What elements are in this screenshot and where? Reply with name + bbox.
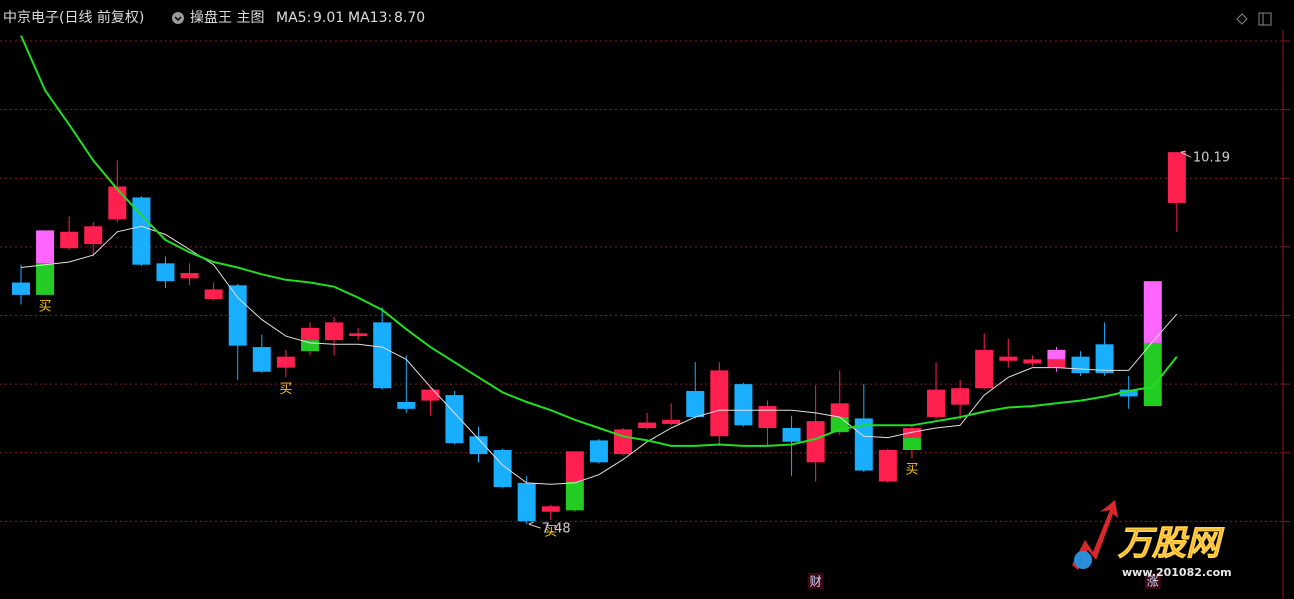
candle-body — [469, 436, 488, 455]
watermark-title: 万股网 — [1117, 524, 1225, 564]
candle-body — [421, 389, 440, 401]
buy-signal: 买 — [39, 299, 52, 314]
diamond-icon[interactable] — [1236, 13, 1248, 25]
candle-body-lower — [565, 481, 584, 511]
candle-body — [252, 347, 271, 372]
candle-body — [927, 389, 946, 418]
candle-body-upper — [1143, 281, 1162, 343]
dropdown-chevron — [174, 16, 182, 22]
candle-body — [734, 384, 753, 426]
ma5-label: MA5: — [276, 10, 311, 26]
ma13-value: 8.70 — [394, 10, 425, 26]
candle-body — [878, 450, 897, 482]
candle-body — [999, 356, 1018, 361]
candle-body-lower — [1143, 342, 1162, 407]
window-icon[interactable] — [1258, 12, 1272, 26]
candle-body — [84, 226, 103, 245]
candle-body-lower — [36, 263, 55, 295]
candle-body — [325, 322, 344, 341]
candle-body — [156, 263, 175, 282]
candle-body-upper — [300, 327, 319, 341]
buy-signal: 买 — [905, 463, 918, 478]
candle-body-lower — [1047, 359, 1066, 368]
candle-body — [204, 289, 223, 300]
candle-body-upper — [36, 230, 55, 264]
candle-body-upper — [1047, 349, 1066, 360]
candle-body — [758, 406, 777, 429]
candle-body — [397, 401, 416, 409]
indicator-name: 操盘王 主图 — [190, 9, 264, 26]
chart-title: 中京电子(日线 前复权) — [3, 9, 144, 26]
candle-body — [228, 285, 247, 346]
candle-body — [782, 428, 801, 442]
watermark-coin — [1074, 551, 1092, 569]
candle-body — [710, 370, 729, 437]
candle-body — [1119, 389, 1138, 397]
min-price-label: 7.48 — [542, 522, 571, 537]
candle-body — [1071, 356, 1090, 374]
grid — [0, 40, 1290, 522]
min-arrow — [528, 521, 541, 529]
event-marker: 财 — [810, 575, 822, 589]
watermark: 万股网 www.201082.com — [1072, 500, 1232, 579]
candle-body — [1167, 152, 1186, 203]
candle-body — [108, 186, 127, 220]
ma5-value: 9.01 — [313, 10, 344, 26]
candle-body — [373, 322, 392, 389]
candle-body-upper — [830, 403, 849, 418]
candle-body — [1095, 344, 1114, 374]
candle-body — [854, 418, 873, 471]
candle-body — [686, 390, 705, 418]
ma13-label: MA13: — [348, 10, 392, 26]
candle-body — [975, 349, 994, 389]
max-price-label: 10.19 — [1193, 151, 1230, 166]
candle-body — [180, 272, 199, 279]
event-box — [1144, 573, 1161, 589]
event-marker: 涨 — [1147, 574, 1159, 589]
candle-body-lower — [902, 437, 921, 450]
candle-body — [276, 356, 295, 368]
watermark-url: www.201082.com — [1122, 566, 1232, 579]
ma-line — [20, 35, 1178, 447]
candle-body — [541, 506, 560, 512]
buy-signal: 买 — [544, 525, 557, 540]
candle-body — [60, 231, 79, 249]
candle-body-upper — [902, 428, 921, 438]
candle-body — [12, 282, 30, 295]
candle-body — [662, 419, 681, 424]
candle-body — [132, 197, 151, 265]
candle-body-lower — [300, 340, 319, 352]
ma-line — [20, 225, 1178, 485]
candle-body — [445, 395, 464, 444]
candle-body — [951, 388, 970, 405]
buy-signal: 买 — [279, 382, 292, 397]
candle-body — [493, 450, 512, 488]
dropdown-icon[interactable] — [172, 12, 184, 24]
candle-body — [589, 440, 608, 463]
max-arrow — [1180, 150, 1192, 158]
candle-body — [806, 421, 825, 463]
event-box — [807, 573, 824, 589]
candle-body — [1023, 359, 1042, 364]
candle-body — [638, 422, 657, 429]
candle-body-upper — [565, 451, 584, 482]
candle-body — [517, 482, 536, 522]
candle-body — [349, 333, 368, 337]
